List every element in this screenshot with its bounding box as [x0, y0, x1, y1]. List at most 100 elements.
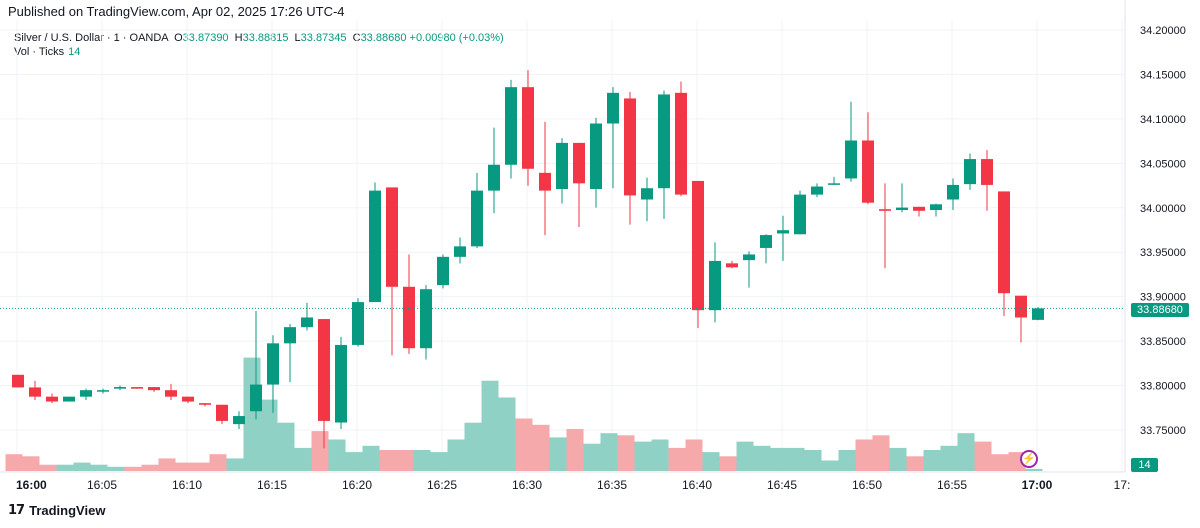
candle-body [318, 319, 330, 421]
y-tick-label: 33.90000 [1140, 292, 1186, 304]
volume-bar [379, 450, 397, 471]
candle-body [964, 159, 976, 185]
candle-body [437, 256, 449, 286]
candle-body [607, 92, 619, 124]
candle-body [29, 387, 41, 397]
volume-bar [719, 456, 737, 471]
volume-bar [515, 418, 533, 471]
candle-body [454, 246, 466, 257]
volume-bar [566, 429, 584, 471]
candle-body [828, 183, 840, 185]
x-tick-label: 17: [1114, 478, 1131, 492]
volume-bar [991, 454, 1009, 471]
candle-body [301, 317, 313, 328]
candle-body [284, 327, 296, 344]
volume-bar [39, 464, 57, 471]
candle-body [199, 403, 211, 405]
volume-bar [804, 450, 822, 471]
volume-bar [855, 439, 873, 471]
candle-body [12, 374, 24, 388]
candle-body [131, 387, 143, 389]
volume-bar [583, 443, 601, 471]
volume-value: 14 [68, 46, 81, 58]
x-tick-label: 16:25 [427, 478, 457, 492]
candle-body [386, 187, 398, 287]
last-price-tag: 33.88680 [1131, 303, 1189, 317]
low-label: L [294, 32, 301, 44]
volume-bar [243, 357, 261, 471]
x-tick-label: 16:40 [682, 478, 712, 492]
y-tick-label: 33.85000 [1140, 336, 1186, 348]
volume-bar [294, 447, 312, 471]
volume-bar [107, 466, 125, 471]
volume-legend: Vol · Ticks 14 [14, 46, 80, 58]
volume-bar [73, 462, 91, 471]
volume-bar [957, 433, 975, 471]
volume-bar [277, 422, 295, 471]
candle-body [624, 98, 636, 196]
tradingview-footer[interactable]: 17 TradingView [8, 503, 105, 518]
candle-body [46, 396, 58, 402]
high-value: 33.88815 [242, 32, 289, 44]
candle-body [981, 159, 993, 185]
lightning-bolt-icon[interactable]: ⚡ [1020, 450, 1038, 468]
volume-bar [668, 447, 686, 471]
volume-bar [838, 450, 856, 471]
volume-bar [753, 445, 771, 471]
volume-bar [124, 466, 142, 471]
x-tick-label: 16:20 [342, 478, 372, 492]
y-tick-label: 33.75000 [1140, 425, 1186, 437]
volume-bar [158, 458, 176, 471]
candle-body [488, 164, 500, 191]
candle-body [369, 190, 381, 303]
x-tick-label: 16:45 [767, 478, 797, 492]
candle-body [658, 94, 670, 189]
candle-body [930, 204, 942, 210]
candle-body [97, 390, 109, 392]
candle-body [114, 387, 126, 389]
candle-body [692, 180, 704, 311]
published-caption: Published on TradingView.com, Apr 02, 20… [8, 4, 345, 19]
candle-body [726, 263, 738, 268]
candle-body [913, 206, 925, 211]
volume-bar [1025, 468, 1043, 471]
candle-body [590, 123, 602, 190]
volume-bar [311, 431, 329, 471]
volume-bar [22, 456, 40, 471]
volume-bar [141, 464, 159, 471]
candle-body [845, 140, 857, 179]
y-tick-label: 34.00000 [1140, 203, 1186, 215]
x-tick-label: 16:10 [172, 478, 202, 492]
candle-body [675, 92, 687, 195]
volume-bar [685, 439, 703, 471]
volume-bar [209, 454, 227, 471]
volume-bar [362, 445, 380, 471]
candle-body [267, 343, 279, 385]
volume-bar [872, 435, 890, 471]
x-tick-label: 16:55 [937, 478, 967, 492]
candle-body [641, 188, 653, 200]
candle-body [556, 142, 568, 190]
low-value: 33.87345 [300, 32, 347, 44]
candle-body [811, 186, 823, 195]
candle-body [896, 207, 908, 210]
volume-bar [396, 450, 414, 471]
tradingview-logo-icon: 17 [8, 503, 25, 518]
candle-body [250, 384, 262, 412]
close-value: 33.88680 [360, 32, 407, 44]
candle-body [182, 396, 194, 402]
candle-body [862, 140, 874, 203]
candle-body [709, 260, 721, 311]
x-tick-label: 16:50 [852, 478, 882, 492]
candle-body [165, 390, 177, 397]
candle-body [420, 289, 432, 349]
volume-bar [345, 452, 363, 471]
volume-bar [447, 439, 465, 471]
candle-body [777, 230, 789, 234]
y-tick-label: 34.10000 [1140, 114, 1186, 126]
volume-bar [617, 435, 635, 471]
volume-bar [56, 464, 74, 471]
volume-bar [328, 439, 346, 471]
x-tick-label: 16:15 [257, 478, 287, 492]
